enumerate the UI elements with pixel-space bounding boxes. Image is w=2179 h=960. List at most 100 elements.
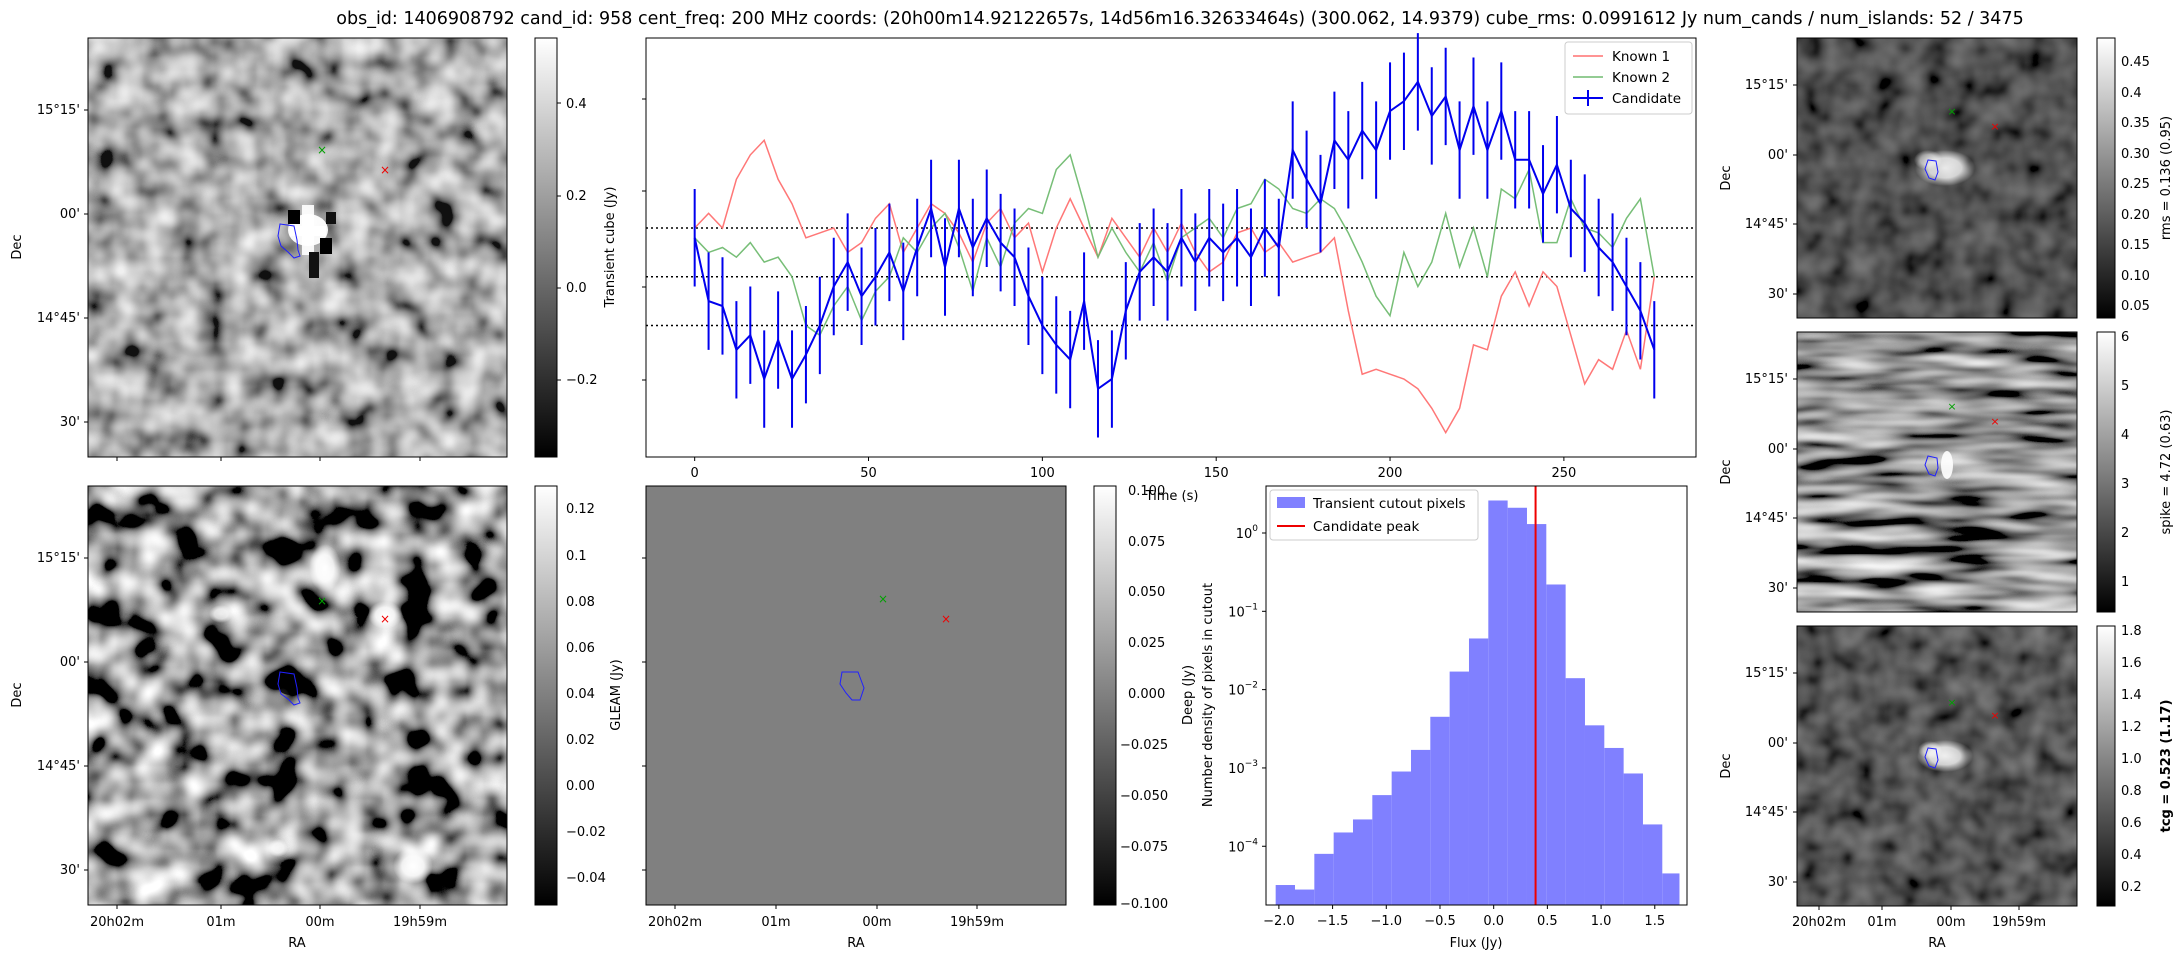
colorbar-tick: 2 — [2121, 526, 2129, 541]
x-tick-label: 20h02m — [90, 915, 144, 930]
colorbar-tick: 0.04 — [566, 687, 595, 702]
colorbar-tick: −0.050 — [1120, 789, 1168, 804]
y-tick-label: 14°45' — [1745, 217, 1788, 232]
x-tick-label: 00m — [305, 915, 334, 930]
axis-ylabel: Number density of pixels in cutout — [1201, 583, 1216, 807]
axis-ylabel: Dec — [10, 234, 25, 259]
histogram-bar — [1391, 771, 1411, 905]
y-tick-label: 00' — [1768, 148, 1788, 163]
tcg-colorbar: 1.8 1.6 1.4 1.2 1.0 0.8 0.6 0.4 0.2 tcg … — [2096, 624, 2174, 907]
axis-ylabel: Dec — [1719, 165, 1734, 190]
y-tick-label: 100 — [1236, 524, 1259, 542]
x-tick-label: 0 — [691, 466, 699, 481]
rms-panel: × × — [1796, 37, 2078, 319]
histogram-bar — [1488, 500, 1508, 905]
colorbar-tick: 5 — [2121, 379, 2129, 394]
histogram-bar — [1372, 795, 1392, 905]
histogram-bar — [1275, 885, 1295, 905]
colorbar-tick: −0.100 — [1120, 897, 1168, 912]
x-tick-label: 1.5 — [1644, 914, 1665, 929]
histogram-bar — [1526, 524, 1547, 905]
island-contour — [277, 223, 301, 259]
histogram-bar — [1507, 507, 1527, 905]
candidate-marker: × — [380, 163, 390, 177]
axis-ylabel: Dec — [1719, 753, 1734, 778]
x-tick-label: 1.0 — [1591, 914, 1612, 929]
island-contour — [1924, 159, 1939, 181]
transient-cube-colorbar: 0.4 0.2 0.0 −0.2 Transient cube (Jy) — [534, 37, 618, 458]
y-tick-label: 30' — [1768, 287, 1788, 302]
colorbar-label: spike = 4.72 (0.63) — [2159, 409, 2174, 534]
x-tick-label: 00m — [1936, 915, 1965, 930]
lightcurve-panel: 0 50 100 150 200 250 Time (s) Known 1 Known 2… — [642, 33, 1697, 504]
colorbar-tick: 1.4 — [2121, 688, 2142, 703]
candidate-marker: × — [1990, 120, 1999, 133]
colorbar-tick: 6 — [2121, 330, 2129, 345]
colorbar-tick: 0.2 — [2121, 880, 2142, 895]
figure-title: obs_id: 1406908792 cand_id: 958 cent_fre… — [336, 9, 2023, 29]
colorbar-tick: 0.025 — [1128, 636, 1165, 651]
histogram-bar — [1604, 747, 1624, 905]
y-tick-label: 10−4 — [1228, 837, 1258, 855]
candidate-marker: × — [1990, 415, 1999, 428]
colorbar-tick: 0.0 — [566, 281, 587, 296]
colorbar-tick: −0.025 — [1120, 738, 1168, 753]
histogram-bar — [1352, 819, 1373, 905]
axis-xlabel: Time (s) — [1145, 489, 1199, 504]
x-tick-label: 01m — [206, 915, 235, 930]
rms-colorbar: 0.45 0.4 0.35 0.30 0.25 0.20 0.15 0.10 0… — [2096, 37, 2174, 319]
y-tick-label: 15°15' — [1745, 666, 1788, 681]
colorbar-tick: 1.2 — [2121, 720, 2142, 735]
known-source-marker: × — [317, 143, 327, 157]
tcg-axes: Dec 15°15' 00' 14°45' 30' 20h02m 01m 00m… — [1719, 666, 2046, 951]
axis-ylabel: Dec — [10, 682, 25, 707]
colorbar-tick: 0.25 — [2121, 177, 2150, 192]
x-tick-label: −1.5 — [1317, 914, 1349, 929]
colorbar-tick: 0.050 — [1128, 585, 1165, 600]
colorbar-tick: 0.4 — [2121, 86, 2142, 101]
colorbar-tick: 1.6 — [2121, 656, 2142, 671]
spike-axes: Dec 15°15' 00' 14°45' 30' — [1719, 372, 1797, 596]
tcg-panel: × × — [1796, 625, 2078, 907]
deep-colorbar: 0.12 0.1 0.08 0.06 0.04 0.02 0.00 −0.02 … — [534, 485, 1196, 906]
x-tick-label: 19h59m — [1992, 915, 2046, 930]
candidate-marker: × — [380, 612, 390, 626]
x-tick-label: 20h02m — [648, 915, 702, 930]
y-tick-label: 14°45' — [1745, 511, 1788, 526]
rms-axes: Dec 15°15' 00' 14°45' 30' — [1719, 78, 1797, 302]
gleam-panel: × × — [645, 485, 1067, 906]
x-tick-label: −2.0 — [1263, 914, 1295, 929]
y-tick-label: 15°15' — [37, 103, 80, 118]
colorbar-tick: 0.00 — [566, 779, 595, 794]
x-tick-label: 20h02m — [1792, 915, 1846, 930]
x-tick-label: 19h59m — [393, 915, 447, 930]
colorbar-tick: 1.0 — [2121, 752, 2142, 767]
x-tick-label: 0.5 — [1537, 914, 1558, 929]
histogram-panel: −2.0 −1.5 −1.0 −0.5 0.0 0.5 1.0 1.5 100 10−1 10−2… — [1201, 485, 1688, 951]
legend-label: Transient cutout pixels — [1312, 496, 1466, 512]
histogram-bar — [1642, 824, 1663, 905]
colorbar-label: Transient cube (Jy) — [603, 187, 618, 309]
histogram-bar — [1294, 889, 1315, 905]
y-tick-label: 10−2 — [1228, 681, 1258, 699]
y-tick-label: 15°15' — [1745, 372, 1788, 387]
legend-label: Candidate — [1612, 91, 1681, 107]
candidate-marker: × — [941, 612, 951, 626]
colorbar-tick: 1 — [2121, 575, 2129, 590]
series-line-known-1 — [694, 138, 1656, 435]
y-tick-label: 30' — [1768, 875, 1788, 890]
colorbar-tick: 0.05 — [2121, 299, 2150, 314]
candidate-marker: × — [1990, 709, 1999, 722]
transient-cube-axes: Dec 15°15' 00' 14°45' 30' — [10, 103, 421, 461]
histogram-bar — [1430, 716, 1450, 905]
series-line-known-2 — [694, 153, 1656, 337]
y-tick-label: 14°45' — [37, 311, 80, 326]
y-tick-label: 30' — [1768, 581, 1788, 596]
y-tick-label: 15°15' — [37, 551, 80, 566]
y-tick-label: 15°15' — [1745, 78, 1788, 93]
colorbar-tick: 0.06 — [566, 641, 595, 656]
gleam-axes: GLEAM (Jy) 20h02m 01m 00m 19h59m RA — [609, 557, 1004, 951]
axis-xlabel: RA — [847, 936, 865, 951]
histogram-bar — [1546, 584, 1566, 905]
colorbar-tick: 0.075 — [1128, 535, 1165, 550]
